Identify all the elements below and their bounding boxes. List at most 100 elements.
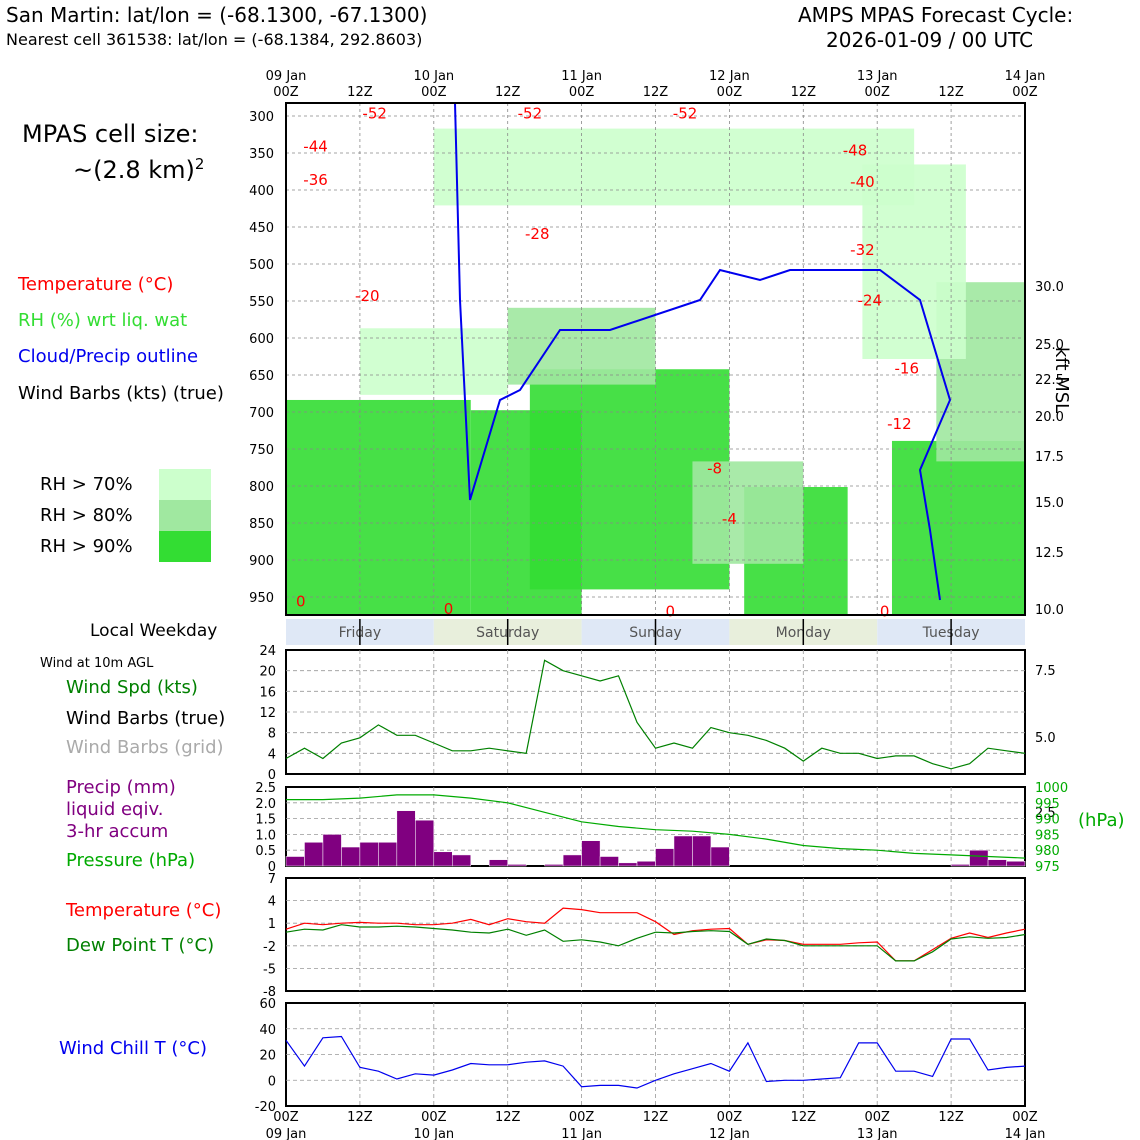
precip-bar	[673, 835, 693, 867]
top-date-label: 10 Jan	[413, 69, 454, 84]
bottom-hour-label: 12Z	[643, 1110, 669, 1125]
precip-bar	[433, 851, 453, 867]
top-hour-label: 12Z	[495, 85, 521, 100]
pressure-tick-label: 400	[249, 184, 274, 199]
kft-tick-label: 30.0	[1035, 280, 1064, 295]
precip-bar	[655, 848, 675, 867]
temperature-contour-label: -4	[722, 510, 737, 528]
pressure-tick-label: 950	[249, 591, 274, 606]
temperature-contour-label: 0	[296, 593, 306, 611]
precip-panel-tick-label: 1.0	[255, 828, 276, 843]
temperature-contour-label: -12	[887, 415, 912, 433]
top-hour-label: 12Z	[347, 85, 373, 100]
precip-bar	[378, 842, 398, 867]
rh-shading	[862, 164, 966, 359]
bottom-hour-label: 00Z	[421, 1110, 447, 1125]
pressure-tick-label: 850	[249, 517, 274, 532]
precip-bar	[488, 859, 508, 867]
kft-tick-label: 15.0	[1035, 496, 1064, 511]
precip-label: Precip (mm)	[66, 777, 176, 798]
temperature-contour-label: -36	[303, 171, 328, 189]
pressure-tick-label: 995	[1035, 797, 1060, 812]
bottom-date-label: 14 Jan	[1005, 1127, 1046, 1140]
precip-bar	[710, 846, 730, 867]
windchill-label: Wind Chill T (°C)	[59, 1038, 207, 1059]
bottom-hour-label: 00Z	[1012, 1110, 1038, 1125]
bottom-date-label: 12 Jan	[709, 1127, 750, 1140]
cycle-date: 2026-01-09 / 00 UTC	[826, 28, 1034, 52]
precip-bar	[396, 810, 416, 867]
top-hour-label: 00Z	[421, 85, 447, 100]
precip-panel-tick-label: 0.5	[255, 844, 276, 859]
precip-bar	[1006, 861, 1026, 867]
precip-bar	[692, 835, 712, 867]
cell-size-value: ~(2.8 km)2	[73, 155, 204, 184]
precip-bar	[415, 819, 435, 867]
top-hour-label: 00Z	[1012, 85, 1038, 100]
precip-panel-tick-label: 1.5	[255, 813, 276, 828]
wind-panel-title: Wind at 10m AGL	[40, 656, 154, 671]
pressure-tick-label: 800	[249, 480, 274, 495]
pressure-tick-label: 900	[249, 554, 274, 569]
kft-tick-label: 7.5	[1035, 664, 1056, 679]
precip-bar	[304, 842, 324, 867]
precip-bar	[544, 864, 564, 867]
pressure-tick-label: 985	[1035, 828, 1060, 843]
rh-key-90: RH > 90%	[40, 536, 133, 557]
precip-bar	[359, 842, 379, 867]
cell-size-label: MPAS cell size:	[22, 120, 199, 148]
legend-wind: Wind Barbs (kts) (true)	[18, 383, 224, 404]
temperature-contour-label: 0	[444, 600, 454, 618]
legend-rh: RH (%) wrt liq. wat	[18, 310, 188, 331]
windchill-panel-tick-label: 40	[259, 1023, 276, 1038]
precip-bar	[562, 854, 582, 867]
precip-bar	[507, 864, 527, 867]
bottom-hour-label: 00Z	[864, 1110, 890, 1125]
kft-tick-label: 2.5	[1035, 806, 1056, 821]
windchill-line	[285, 1035, 1026, 1089]
top-date-label: 13 Jan	[857, 69, 898, 84]
wind-panel-frame	[285, 649, 1026, 775]
temp-panel-tick-label: 7	[268, 872, 276, 887]
wind-panel-tick-label: 12	[259, 706, 276, 721]
wind-grid-label: Wind Barbs (grid)	[66, 737, 224, 758]
top-date-label: 12 Jan	[709, 69, 750, 84]
temperature-contour-label: -44	[303, 138, 328, 156]
dewpoint-line	[285, 924, 1026, 962]
pressure-tick-label: 550	[249, 295, 274, 310]
dewpoint-label: Dew Point T (°C)	[66, 935, 215, 956]
bottom-hour-label: 12Z	[495, 1110, 521, 1125]
wind-panel-tick-label: 24	[259, 644, 276, 659]
pressure-tick-label: 300	[249, 110, 274, 125]
pressure-tick-label: 450	[249, 221, 274, 236]
wind-true-label: Wind Barbs (true)	[66, 708, 226, 729]
kft-tick-label: 20.0	[1035, 410, 1064, 425]
temperature-contour-label: -32	[850, 241, 875, 259]
bottom-date-label: 09 Jan	[266, 1127, 307, 1140]
precip-bar	[452, 854, 471, 867]
pressure-line	[286, 794, 1026, 859]
main-panel-frame	[285, 102, 1026, 616]
rh-key-80: RH > 80%	[40, 505, 133, 526]
bottom-hour-label: 12Z	[938, 1110, 964, 1125]
pressure-tick-label: 700	[249, 406, 274, 421]
bottom-hour-label: 00Z	[273, 1110, 299, 1125]
precip-bar	[322, 834, 342, 867]
temp-panel-tick-label: 4	[268, 895, 276, 910]
temperature-contour-label: -20	[355, 287, 380, 305]
pressure-label: Pressure (hPa)	[66, 850, 196, 871]
bottom-hour-label: 12Z	[347, 1110, 373, 1125]
kft-tick-label: 12.5	[1035, 546, 1064, 561]
temp-panel-tick-label: 1	[268, 917, 276, 932]
precip-panel-tick-label: 0	[268, 860, 276, 875]
temperature-contour-label: -40	[850, 173, 875, 191]
precip-label-2: liquid eqiv.	[66, 799, 164, 820]
rh-shading	[891, 440, 1025, 615]
top-date-label: 11 Jan	[561, 69, 602, 84]
temp-panel-tick-label: -2	[263, 940, 276, 955]
windchill-panel-tick-label: 0	[268, 1074, 276, 1089]
pressure-tick-label: 990	[1035, 813, 1060, 828]
cloud-outline	[454, 102, 952, 601]
temperature-label: Temperature (°C)	[66, 900, 222, 921]
